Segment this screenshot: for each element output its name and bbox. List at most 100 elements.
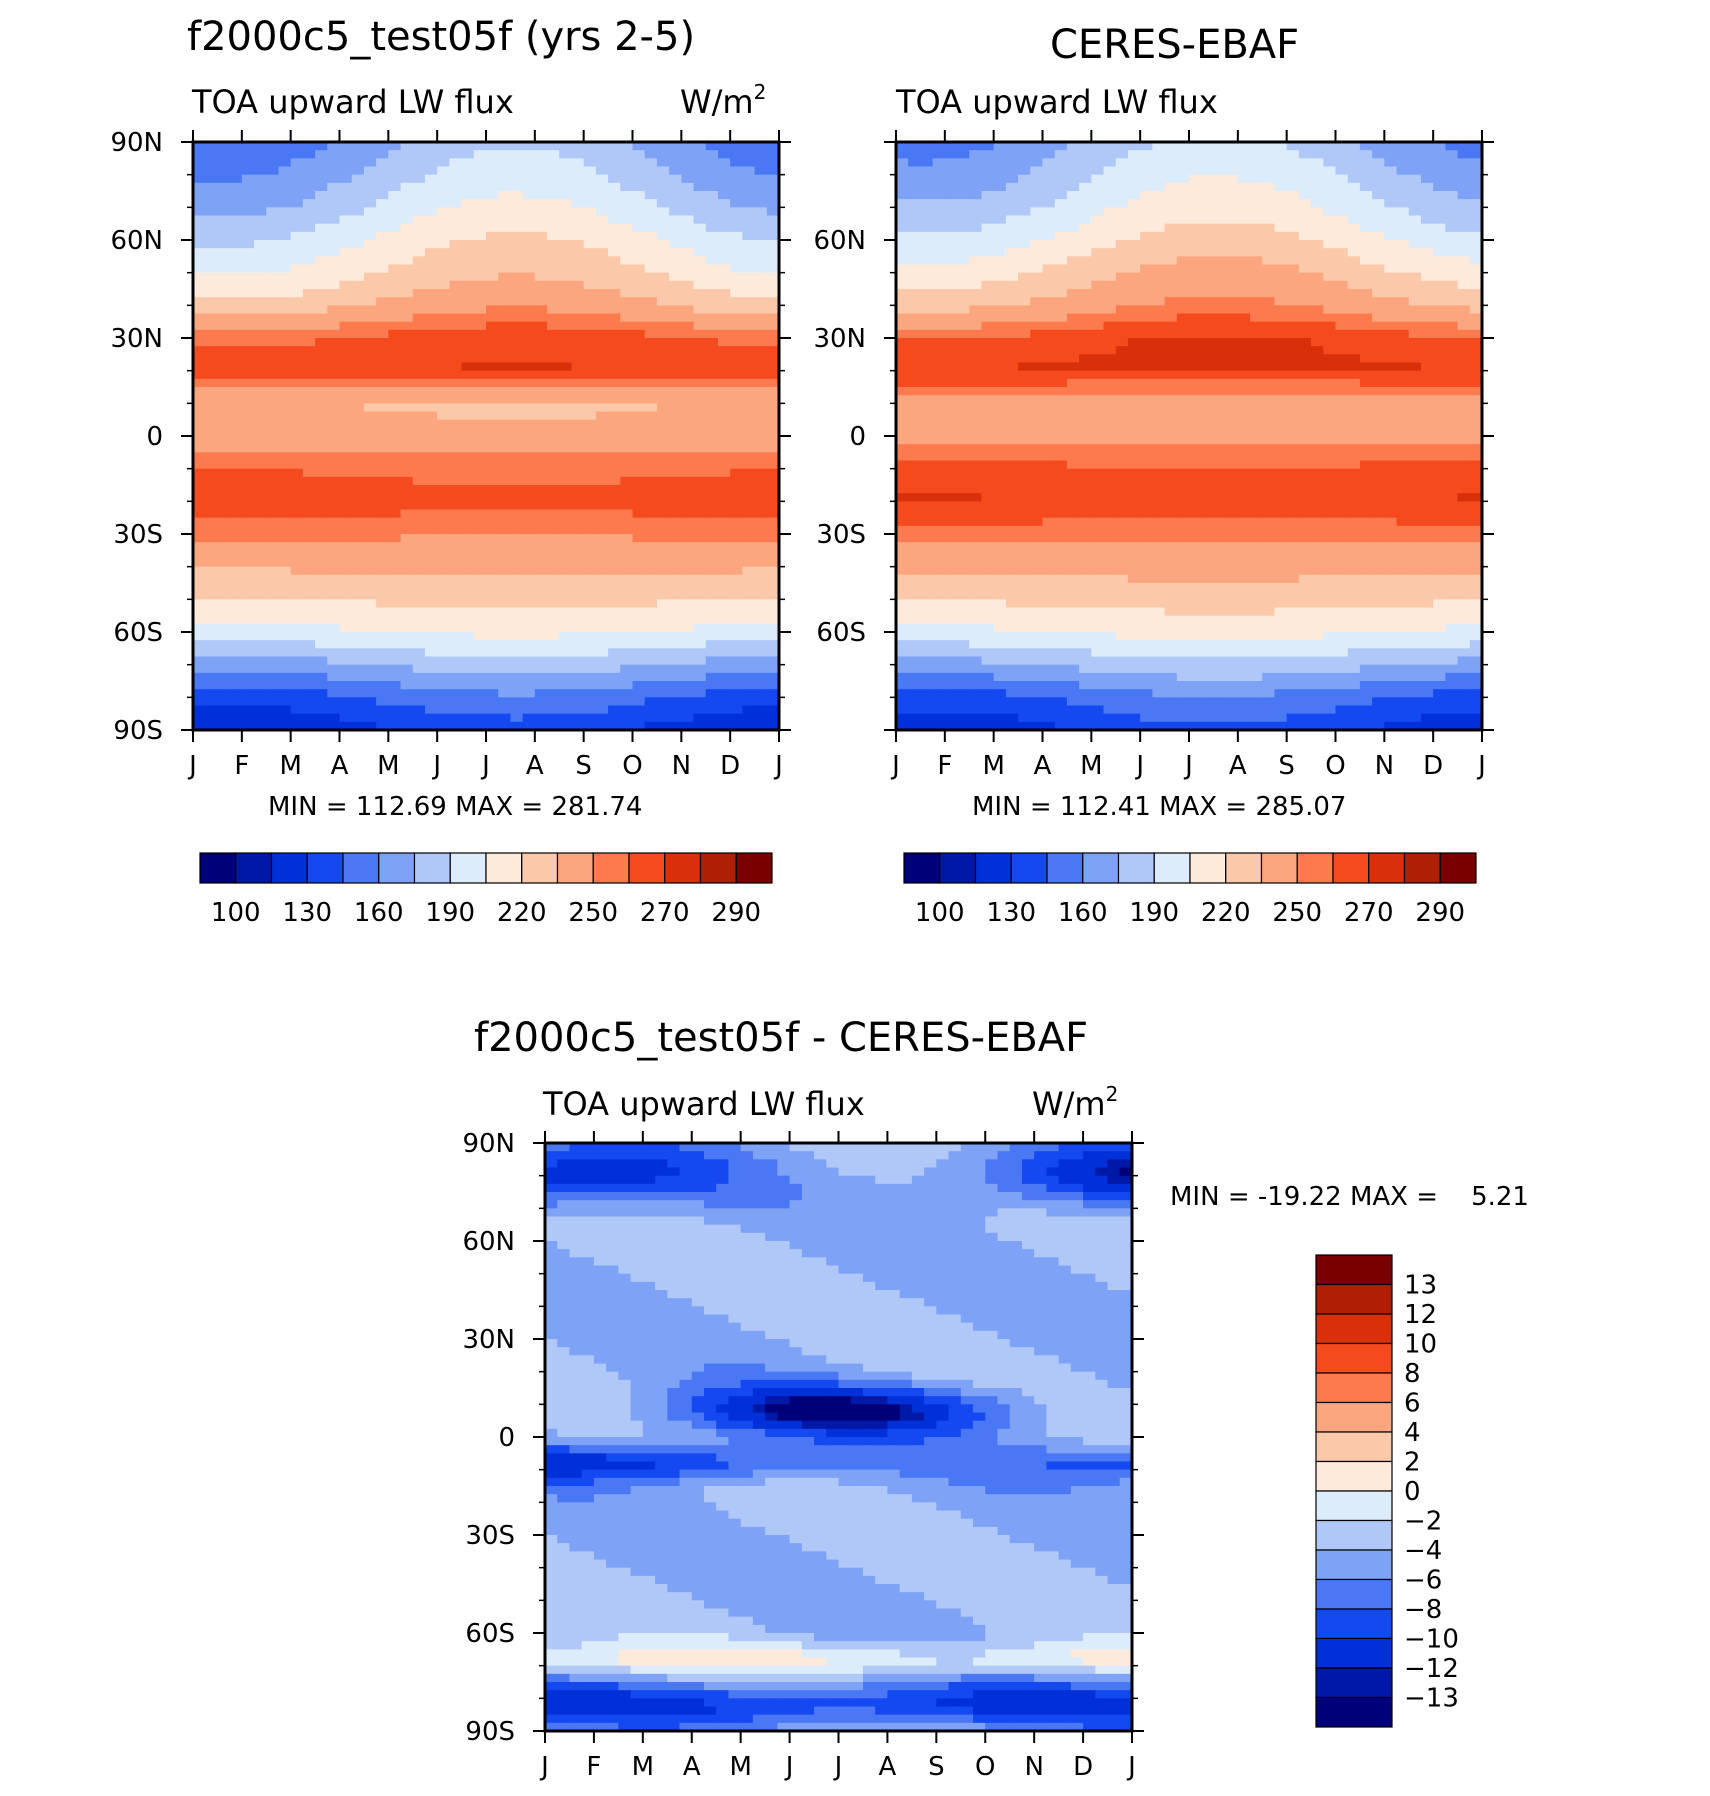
field-cell <box>400 362 414 372</box>
field-cell <box>1091 191 1105 200</box>
field-cell <box>498 525 512 535</box>
field-cell <box>522 142 536 151</box>
field-cell <box>278 264 292 274</box>
field-cell <box>981 607 995 617</box>
field-cell <box>241 460 255 470</box>
field-cell <box>620 264 634 274</box>
field-cell <box>920 403 934 413</box>
field-cell <box>412 256 426 266</box>
field-cell <box>957 166 970 176</box>
field-cell <box>1018 240 1031 249</box>
field-cell <box>510 460 524 470</box>
field-cell <box>498 648 512 658</box>
field-cell <box>510 534 524 543</box>
field-cell <box>205 583 219 592</box>
field-cell <box>193 534 206 543</box>
field-cell <box>534 623 548 633</box>
field-cell <box>339 321 353 331</box>
field-cell <box>302 272 316 282</box>
field-cell <box>644 231 658 241</box>
field-cell <box>656 419 670 429</box>
field-cell <box>571 550 585 560</box>
field-cell <box>944 681 958 690</box>
field-cell <box>193 648 206 658</box>
field-cell <box>412 615 426 625</box>
field-cell <box>412 583 426 592</box>
field-cell <box>327 305 341 315</box>
field-cell <box>656 713 670 723</box>
field-cell <box>498 468 512 478</box>
field-cell <box>424 272 438 282</box>
field-cell <box>932 436 946 445</box>
field-cell <box>656 297 670 306</box>
field-cell <box>1127 509 1141 519</box>
field-cell <box>534 411 548 421</box>
field-cell <box>730 264 743 274</box>
field-cell <box>1042 697 1056 707</box>
field-cell <box>944 525 958 535</box>
field-cell <box>896 150 909 159</box>
field-cell <box>449 574 463 584</box>
field-cell <box>896 280 909 290</box>
field-cell <box>1054 223 1068 233</box>
field-cell <box>993 313 1007 323</box>
field-cell <box>957 607 970 617</box>
field-cell <box>412 501 426 511</box>
field-cell <box>944 591 958 600</box>
field-cell <box>400 599 414 609</box>
field-cell <box>993 517 1007 527</box>
field-cell <box>302 525 316 535</box>
field-cell <box>486 158 499 168</box>
field-cell <box>705 158 719 168</box>
field-cell <box>957 517 970 527</box>
field-cell <box>1018 362 1031 372</box>
field-cell <box>559 436 573 445</box>
field-cell <box>932 427 946 437</box>
field-cell <box>595 566 609 576</box>
field-cell <box>766 289 780 298</box>
field-cell <box>669 264 682 274</box>
field-cell <box>217 248 231 257</box>
field-cell <box>908 346 922 355</box>
field-cell <box>1042 648 1056 658</box>
field-cell <box>595 648 609 658</box>
field-cell <box>957 354 970 364</box>
field-cell <box>547 207 560 217</box>
field-cell <box>1030 174 1044 184</box>
field-cell <box>669 468 682 478</box>
field-cell <box>1054 460 1068 470</box>
field-cell <box>498 223 512 233</box>
field-cell <box>766 689 780 698</box>
field-cell <box>412 632 426 641</box>
field-cell <box>620 411 634 421</box>
field-cell <box>1066 272 1080 282</box>
field-cell <box>1115 387 1129 396</box>
field-cell <box>351 509 365 519</box>
field-cell <box>547 370 560 380</box>
field-cell <box>957 640 970 649</box>
field-cell <box>302 509 316 519</box>
field-cell <box>896 509 909 519</box>
field-cell <box>608 362 621 372</box>
field-cell <box>656 215 670 225</box>
field-cell <box>254 150 267 159</box>
field-cell <box>522 199 536 208</box>
field-cell <box>547 256 560 266</box>
field-cell <box>1054 289 1068 298</box>
field-cell <box>632 615 646 625</box>
field-cell <box>754 623 768 633</box>
field-cell <box>571 493 585 502</box>
field-cell <box>351 346 365 355</box>
field-cell <box>327 436 341 445</box>
field-cell <box>583 329 597 339</box>
field-cell <box>896 289 909 298</box>
field-cell <box>896 485 909 494</box>
field-cell <box>920 444 934 453</box>
field-cell <box>730 289 743 298</box>
field-cell <box>742 305 756 315</box>
field-cell <box>754 362 768 372</box>
field-cell <box>1030 419 1044 429</box>
field-cell <box>1042 166 1056 176</box>
field-cell <box>632 223 646 233</box>
field-cell <box>363 378 377 388</box>
